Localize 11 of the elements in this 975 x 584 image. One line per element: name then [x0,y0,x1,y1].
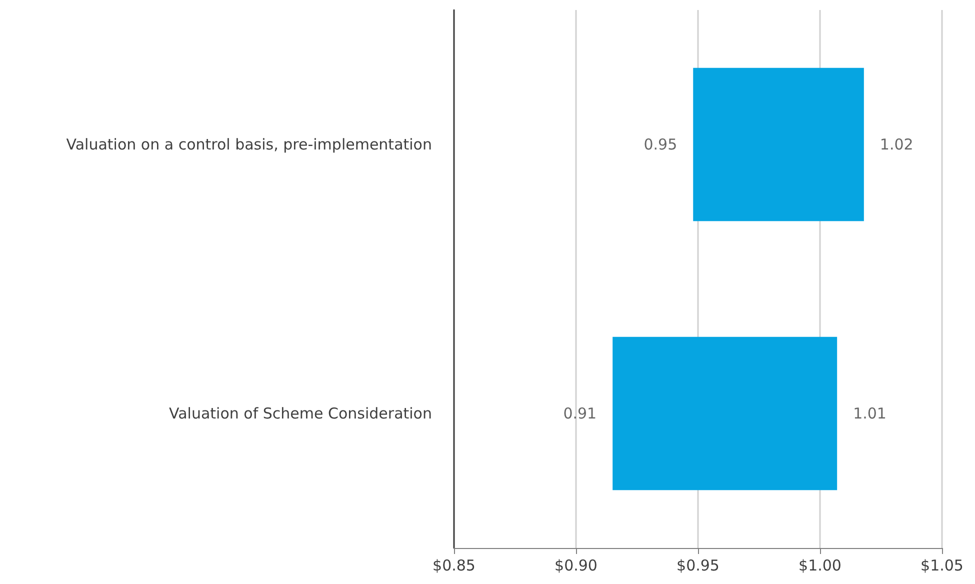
y-tick-label: Valuation on a control basis, pre-implementation [66,136,432,154]
annotation: 1.01 [853,404,886,422]
annotation: 0.91 [563,404,597,422]
annotation: 0.95 [644,136,678,154]
annotation: 1.02 [880,136,914,154]
x-tick-label: $1.05 [920,556,964,574]
x-tick-label: $0.85 [432,556,476,574]
x-tick-label: $0.95 [676,556,720,574]
x-tick-label: $1.00 [798,556,842,574]
x-tick-label: $0.90 [554,556,598,574]
y-tick-label: Valuation of Scheme Consideration [169,404,432,422]
